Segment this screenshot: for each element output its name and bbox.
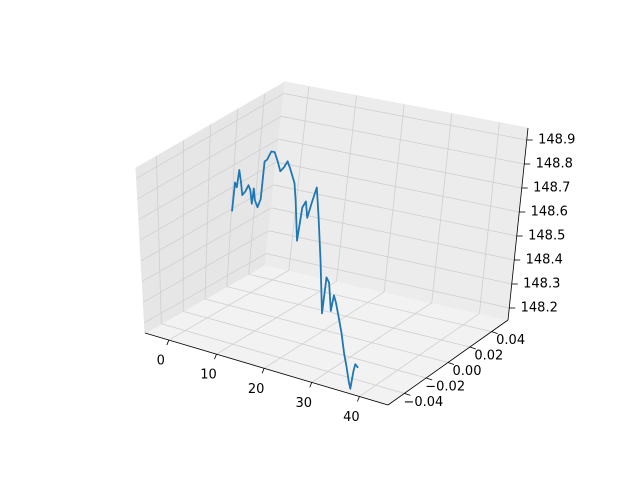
y-grid-left-2 <box>204 124 211 300</box>
tick-marks <box>166 139 533 402</box>
z-tick-label-4: 148.6 <box>531 205 568 220</box>
y-tick-label-0: −0.04 <box>403 395 443 410</box>
x-tick-0 <box>166 339 170 346</box>
z-tick-label-7: 148.9 <box>538 133 575 148</box>
x-grid-back-1 <box>336 95 357 282</box>
y-grid-floor-3 <box>226 286 470 348</box>
z-grid-left-1 <box>143 230 269 303</box>
x-grid-back-3 <box>431 113 453 303</box>
y-grid-floor-2 <box>204 298 449 363</box>
z-grid-back-2 <box>271 207 515 261</box>
y-tick-label-4: 0.04 <box>496 333 525 348</box>
z-grid-left-0 <box>144 253 267 324</box>
x-grid-back-4 <box>479 122 500 314</box>
x-grid-back-0 <box>288 86 310 271</box>
y-tick-0 <box>404 393 411 396</box>
x-tick-2 <box>261 368 265 374</box>
x-tick-label-2: 20 <box>248 382 265 397</box>
y-tick-label-2: 0.00 <box>453 364 482 379</box>
x-tick-label-3: 30 <box>295 396 312 411</box>
y-grid-left-0 <box>155 156 162 324</box>
z-grid-left-7 <box>136 93 284 179</box>
z-grid-back-5 <box>278 138 522 189</box>
y-grid-floor-4 <box>248 273 492 332</box>
z-grid-back-4 <box>276 161 520 213</box>
z-grid-back-7 <box>283 93 527 141</box>
y-grid-floor-0 <box>161 323 405 394</box>
tick-labels: 0 10 20 30 40 −0.04−0.020.000.020.04 148.2 148.… <box>157 133 576 426</box>
series-line-0 <box>231 150 359 390</box>
y-grid-floor-1 <box>183 310 427 379</box>
gridlines <box>136 86 527 397</box>
y-tick-3 <box>469 346 476 350</box>
z-tick-label-3: 148.5 <box>528 229 565 244</box>
z-grid-back-0 <box>266 253 510 309</box>
z-tick-label-6: 148.8 <box>536 157 573 172</box>
z-grid-left-4 <box>139 161 277 241</box>
z-grid-left-6 <box>137 115 282 200</box>
z-tick-label-1: 148.3 <box>523 277 560 292</box>
x-grid-back-2 <box>383 104 405 293</box>
z-tick-label-5: 148.7 <box>533 181 570 196</box>
y-grid-left-3 <box>226 109 238 287</box>
z-tick-label-2: 148.4 <box>526 253 563 268</box>
y-grid-left-4 <box>248 93 266 275</box>
axis-panes <box>135 81 529 406</box>
y-tick-label-3: 0.02 <box>474 349 503 364</box>
y-tick-label-1: −0.02 <box>425 379 465 394</box>
x-tick-4 <box>357 396 360 402</box>
x-tick-3 <box>309 382 313 388</box>
x-tick-label-0: 0 <box>157 354 165 369</box>
x-tick-1 <box>214 354 217 360</box>
series-group <box>231 150 359 390</box>
y-tick-2 <box>447 362 455 365</box>
z-tick-label-0: 148.2 <box>521 301 558 316</box>
z-grid-back-1 <box>268 230 512 285</box>
z-grid-back-6 <box>281 115 525 165</box>
x-tick-label-1: 10 <box>200 368 217 383</box>
z-grid-left-2 <box>141 207 272 282</box>
z-axis-line <box>507 127 529 321</box>
y-tick-4 <box>491 331 498 334</box>
x-axis-line <box>144 332 389 406</box>
z-grid-left-5 <box>138 138 279 220</box>
x-tick-label-4: 40 <box>343 410 360 425</box>
y-tick-1 <box>426 377 433 381</box>
